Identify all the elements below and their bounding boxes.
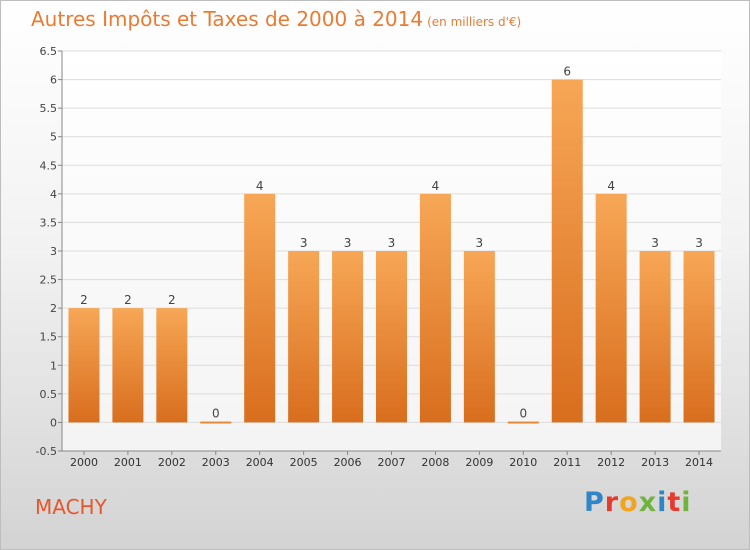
data-label-2002: 2: [168, 293, 176, 307]
y-tick-label: 6.5: [40, 45, 58, 58]
bars: [68, 79, 715, 424]
x-tick-label: 2002: [158, 456, 186, 469]
x-tick-label: 2001: [114, 456, 142, 469]
commune-name: MACHY: [35, 495, 107, 519]
bar-2007: [376, 251, 407, 423]
bar-2005: [288, 251, 320, 423]
data-label-2001: 2: [124, 293, 132, 307]
bar-2013: [639, 251, 671, 423]
y-tick-label: 0: [50, 416, 57, 429]
x-tick-label: 2005: [290, 456, 318, 469]
y-tick-label: 1: [50, 359, 57, 372]
data-label-2013: 3: [651, 236, 659, 250]
bar-2009: [463, 251, 495, 423]
y-tick-label: 3.5: [40, 216, 58, 229]
bar-2003: [200, 421, 232, 424]
data-label-2008: 4: [432, 179, 440, 193]
x-tick-label: 2013: [641, 456, 669, 469]
data-label-2005: 3: [300, 236, 308, 250]
data-label-2003: 0: [212, 406, 220, 420]
y-tick-label: 4: [50, 188, 57, 201]
brand-letter: i: [681, 487, 692, 518]
x-tick-label: 2006: [334, 456, 362, 469]
y-tick-label: -0.5: [36, 445, 57, 458]
data-label-2014: 3: [695, 236, 703, 250]
x-tick-label: 2008: [421, 456, 449, 469]
bar-2011: [551, 79, 583, 423]
x-tick-label: 2007: [378, 456, 406, 469]
data-label-2012: 4: [607, 179, 615, 193]
x-tick-label: 2000: [70, 456, 98, 469]
y-tick-label: 0.5: [40, 388, 58, 401]
chart-unit: (en milliers d'€): [427, 15, 522, 29]
y-tick-label: 6: [50, 74, 57, 87]
x-tick-label: 2003: [202, 456, 230, 469]
bar-2012: [595, 193, 627, 423]
y-tick-label: 3: [50, 245, 57, 258]
y-tick-label: 5.5: [40, 102, 58, 115]
chart-title: Autres Impôts et Taxes de 2000 à 2014 (en…: [31, 7, 521, 31]
y-tick-label: 1.5: [40, 331, 58, 344]
bar-2001: [112, 308, 144, 423]
data-label-2011: 6: [563, 65, 571, 79]
data-label-2004: 4: [256, 179, 264, 193]
y-tick-label: 5: [50, 131, 57, 144]
data-label-2006: 3: [344, 236, 352, 250]
x-tick-label: 2014: [685, 456, 713, 469]
x-tick-label: 2009: [465, 456, 493, 469]
x-tick-label: 2012: [597, 456, 625, 469]
chart-title-text: Autres Impôts et Taxes de 2000 à 2014: [31, 7, 424, 31]
bar-2010: [507, 421, 539, 424]
bar-2002: [156, 308, 188, 423]
brand-letter: t: [667, 487, 682, 518]
bar-2014: [683, 251, 715, 423]
data-label-2007: 3: [388, 236, 396, 250]
brand-letter: i: [657, 487, 668, 518]
axes: -0.5 0 0.5 1 1.5 2 2.5 3 3.5 4 4.5 5 5.5 6 6.5 2000 2001…: [36, 45, 721, 469]
bar-2004: [244, 193, 276, 423]
y-tick-label: 2: [50, 302, 57, 315]
brand-letter: P: [584, 487, 605, 518]
data-label-2010: 0: [519, 406, 527, 420]
proxiti-logo[interactable]: Proxiti: [584, 487, 692, 518]
bar-2006: [332, 251, 364, 423]
brand-letter: o: [619, 487, 639, 518]
x-tick-label: 2010: [509, 456, 537, 469]
y-tick-label: 2.5: [40, 274, 58, 287]
data-label-2009: 3: [476, 236, 484, 250]
x-tick-label: 2004: [246, 456, 274, 469]
x-tick-label: 2011: [553, 456, 581, 469]
brand-letter: x: [638, 487, 658, 518]
brand-letter: r: [604, 487, 620, 518]
y-tick-label: 4.5: [40, 159, 58, 172]
data-label-2000: 2: [80, 293, 88, 307]
bar-2008: [419, 193, 451, 423]
data-labels: 2 2 2 0 4 3 3 3 4 3 0 6 4 3 3: [80, 65, 703, 421]
bar-2000: [68, 308, 100, 423]
